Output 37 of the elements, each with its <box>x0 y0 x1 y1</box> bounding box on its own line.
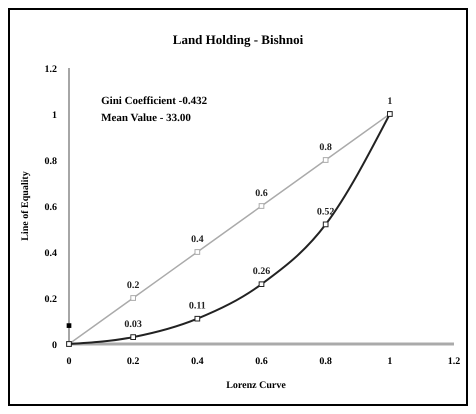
point <box>130 295 136 301</box>
y-axis-title: Line of Equality <box>20 171 31 241</box>
x-tick-label: 0 <box>66 356 72 367</box>
data-label: 0.6 <box>255 188 268 199</box>
data-label: 0.26 <box>252 266 270 278</box>
data-label: 0.52 <box>316 206 334 218</box>
annotation: Mean Value - 33.00 <box>101 112 192 124</box>
x-tick-label: 0.8 <box>319 356 332 367</box>
x-tick-label: 0.6 <box>255 356 268 367</box>
point <box>258 281 264 288</box>
chart-title: Land Holding - Bishnoi <box>172 32 304 47</box>
y-tick-label: 0.4 <box>44 248 57 259</box>
data-label: 0.03 <box>124 319 142 330</box>
annotation: Gini Coefficient -0.432 <box>101 95 208 107</box>
y-tick-label: 0.6 <box>44 202 57 213</box>
y-tick-label: 1 <box>52 110 57 121</box>
data-label: 1 <box>387 96 392 107</box>
x-tick-label: 0.4 <box>191 356 204 367</box>
y-tick-label: 0 <box>52 340 57 351</box>
data-label: 0.4 <box>191 234 204 245</box>
point <box>322 222 329 228</box>
data-label: 0.11 <box>188 300 206 312</box>
point <box>130 334 136 340</box>
x-tick-label: 1.2 <box>448 356 460 367</box>
y-tick-label: 1.2 <box>44 64 57 75</box>
data-label: 0.8 <box>319 142 332 153</box>
point <box>258 203 264 209</box>
x-tick-label: 1 <box>387 356 392 367</box>
x-axis-title: Lorenz Curve <box>226 380 286 391</box>
x-tick-label: 0.2 <box>126 356 140 367</box>
point <box>66 323 72 328</box>
point <box>322 157 329 163</box>
point <box>194 316 200 322</box>
data-label: 0.2 <box>126 280 140 291</box>
y-tick-label: 0.8 <box>44 156 57 167</box>
point <box>194 249 200 255</box>
y-tick-label: 0.2 <box>44 294 57 305</box>
